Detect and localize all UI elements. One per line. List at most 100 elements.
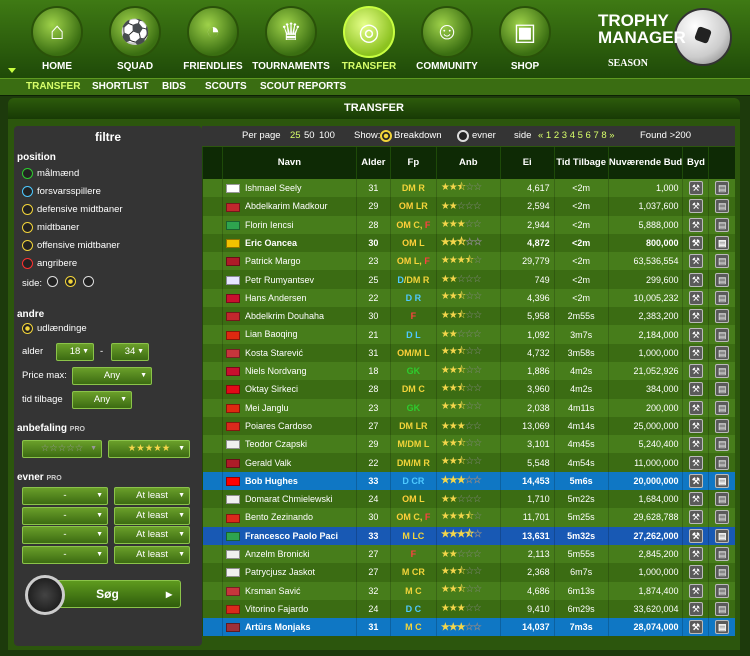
table-row[interactable]: Ishmael Seely 31 DM R ★★⯪☆☆ 4,617 <2m 1,000 ⚒ ▤ <box>202 179 735 198</box>
table-row[interactable]: Abdelkrim Douhaha 30 F ★★⯪☆☆ 5,958 2m55s 2,383… <box>202 307 735 326</box>
notes-icon[interactable]: ▤ <box>715 217 730 232</box>
player-name[interactable]: Florin Iencsi <box>244 219 294 230</box>
player-name[interactable]: Artūrs Monjaks <box>244 622 311 633</box>
side-center-radio[interactable] <box>65 276 80 287</box>
notes-icon[interactable]: ▤ <box>715 601 730 616</box>
bid-hammer-icon[interactable]: ⚒ <box>688 290 703 305</box>
evner-show-label[interactable]: evner <box>472 130 496 141</box>
udlaendinge-checkbox[interactable]: udlændinge <box>22 323 87 334</box>
bid-hammer-icon[interactable]: ⚒ <box>688 199 703 214</box>
anbefaling-min-select[interactable]: ☆☆☆☆☆ ▼ <box>22 440 102 458</box>
notes-icon[interactable]: ▤ <box>715 327 730 342</box>
trophy-manager-logo[interactable]: TROPHY MANAGER SEASON <box>596 6 746 72</box>
notes-icon[interactable]: ▤ <box>715 473 730 488</box>
anbefaling-max-select[interactable]: ★★★★★ ▼ <box>108 440 190 458</box>
alder-min-select[interactable]: 18 ▼ <box>56 343 94 361</box>
evner-radio[interactable] <box>457 130 469 142</box>
position-option[interactable]: defensive midtbaner <box>22 204 123 215</box>
subtab-scouts[interactable]: SCOUTS <box>205 81 247 92</box>
bid-hammer-icon[interactable]: ⚒ <box>688 565 703 580</box>
notes-icon[interactable]: ▤ <box>715 437 730 452</box>
subtab-shortlist[interactable]: SHORTLIST <box>92 81 149 92</box>
table-row[interactable]: Petr Rumyantsev 25 D/DM R ★★☆☆☆ 749 <2m 299,60… <box>202 270 735 289</box>
table-row[interactable]: Anzelm Bronicki 27 F ★★☆☆☆ 2,113 5m55s 2,845,2… <box>202 544 735 564</box>
table-row[interactable]: Patrick Margo 23 OM L, F ★★★⯪☆ 29,779 <2m 63,5… <box>202 252 735 271</box>
table-row[interactable]: Patrycjusz Jaskot 27 M CR ★★⯪☆☆ 2,368 6m7s 1,0… <box>202 563 735 582</box>
player-name[interactable]: Krsman Savić <box>244 585 301 596</box>
notes-icon[interactable]: ▤ <box>715 528 730 543</box>
col-fp[interactable]: Fp <box>389 147 437 179</box>
bid-hammer-icon[interactable]: ⚒ <box>688 309 703 324</box>
col-tid-tilbage[interactable]: Tid Tilbage <box>553 147 609 179</box>
notes-icon[interactable]: ▤ <box>715 565 730 580</box>
nav-tournaments[interactable]: ♛ TOURNAMENTS <box>252 6 330 72</box>
player-name[interactable]: Mei Janglu <box>244 402 289 413</box>
bid-hammer-icon[interactable]: ⚒ <box>688 364 703 379</box>
player-name[interactable]: Bento Zezinando <box>244 512 313 523</box>
player-name[interactable]: Patrick Margo <box>244 256 301 267</box>
nav-shop[interactable]: ▣ SHOP <box>486 6 564 72</box>
bid-hammer-icon[interactable]: ⚒ <box>688 583 703 598</box>
pagination[interactable]: « 1 2 3 4 5 6 7 8 » <box>538 130 615 141</box>
table-row[interactable]: Oktay Sirkeci 28 DM C ★★⯪☆☆ 3,960 4m2s 384,000… <box>202 380 735 399</box>
bid-hammer-icon[interactable]: ⚒ <box>688 455 703 470</box>
nav-community[interactable]: ☺ COMMUNITY <box>408 6 486 72</box>
evner-skill-select[interactable]: - ▼ <box>22 526 108 544</box>
bid-hammer-icon[interactable]: ⚒ <box>688 236 703 251</box>
table-row[interactable]: Kosta Starević 31 OM/M L ★★⯪☆☆ 4,732 3m58s 1,0… <box>202 343 735 362</box>
position-option[interactable]: angribere <box>22 258 77 269</box>
col-alder[interactable]: Alder <box>355 147 391 179</box>
table-row[interactable]: Bento Zezinando 30 OM C, F ★★★⯪☆ 11,701 5m25s… <box>202 508 735 527</box>
player-name[interactable]: Abdelkrim Douhaha <box>244 311 324 322</box>
per-page-100[interactable]: 100 <box>319 130 335 141</box>
per-page-50[interactable]: 50 <box>304 130 315 141</box>
evner-compare-select[interactable]: At least ▼ <box>114 526 190 544</box>
price-max-select[interactable]: Any ▼ <box>72 367 152 385</box>
position-option[interactable]: målmænd <box>22 168 79 179</box>
notes-icon[interactable]: ▤ <box>715 492 730 507</box>
col-byd[interactable]: Byd <box>682 147 709 179</box>
notes-icon[interactable]: ▤ <box>715 236 730 251</box>
evner-compare-select[interactable]: At least ▼ <box>114 487 190 505</box>
table-row[interactable]: Vitorino Fajardo 24 D C ★★★☆☆ 9,410 6m29s 33,6… <box>202 599 735 619</box>
table-row[interactable]: Florin Iencsi 28 OM C, F ★★★☆☆ 2,944 <2m 5,888… <box>202 215 735 234</box>
bid-hammer-icon[interactable]: ⚒ <box>688 620 703 635</box>
notes-icon[interactable]: ▤ <box>715 382 730 397</box>
bid-hammer-icon[interactable]: ⚒ <box>688 437 703 452</box>
table-row[interactable]: Domarat Chmielewski 24 OM L ★★☆☆☆ 1,710 5m22s… <box>202 490 735 509</box>
evner-skill-select[interactable]: - ▼ <box>22 506 108 525</box>
breakdown-radio[interactable] <box>380 130 392 142</box>
bid-hammer-icon[interactable]: ⚒ <box>688 181 703 196</box>
col-anb[interactable]: Anb <box>435 147 501 179</box>
table-row[interactable]: Teodor Czapski 29 M/DM L ★★⯪☆☆ 3,101 4m45s 5,2… <box>202 435 735 454</box>
evner-compare-select[interactable]: At least ▼ <box>114 506 190 525</box>
position-option[interactable]: offensive midtbaner <box>22 240 120 251</box>
table-row[interactable]: Hans Andersen 22 D R ★★⯪☆☆ 4,396 <2m 10,005,23… <box>202 288 735 308</box>
player-name[interactable]: Niels Nordvang <box>244 366 307 377</box>
breakdown-label[interactable]: Breakdown <box>394 130 442 141</box>
player-name[interactable]: Lian Baoqing <box>244 329 298 340</box>
evner-compare-select[interactable]: At least ▼ <box>114 545 190 564</box>
subtab-transfer[interactable]: TRANSFER <box>26 81 81 92</box>
player-name[interactable]: Patrycjusz Jaskot <box>244 567 315 578</box>
notes-icon[interactable]: ▤ <box>715 199 730 214</box>
notes-icon[interactable]: ▤ <box>715 620 730 635</box>
table-row[interactable]: Lian Baoqing 21 D L ★★☆☆☆ 1,092 3m7s 2,184,000… <box>202 325 735 344</box>
table-row[interactable]: Gerald Valk 22 DM/M R ★★⯪☆☆ 5,548 4m54s 11,000… <box>202 453 735 472</box>
bid-hammer-icon[interactable]: ⚒ <box>688 547 703 562</box>
bid-hammer-icon[interactable]: ⚒ <box>688 327 703 342</box>
nav-transfer[interactable]: ◎ TRANSFER <box>330 6 408 72</box>
player-name[interactable]: Eric Oancea <box>244 237 297 248</box>
bid-hammer-icon[interactable]: ⚒ <box>688 492 703 507</box>
table-row[interactable]: Bob Hughes 33 D CR ★★★☆☆ 14,453 5m6s 20,000,00… <box>202 471 735 491</box>
table-row[interactable]: Francesco Paolo Paci 33 M LC ★★★⯪☆ 13,631 5m3… <box>202 526 735 545</box>
col-navn[interactable]: Navn <box>221 147 357 179</box>
search-button[interactable]: Søg ▸ <box>25 575 181 615</box>
per-page-25[interactable]: 25 <box>290 130 301 141</box>
player-name[interactable]: Gerald Valk <box>244 457 292 468</box>
bid-hammer-icon[interactable]: ⚒ <box>688 400 703 415</box>
notes-icon[interactable]: ▤ <box>715 345 730 360</box>
tid-tilbage-select[interactable]: Any ▼ <box>72 391 132 409</box>
notes-icon[interactable]: ▤ <box>715 510 730 525</box>
player-name[interactable]: Petr Rumyantsev <box>244 274 314 285</box>
